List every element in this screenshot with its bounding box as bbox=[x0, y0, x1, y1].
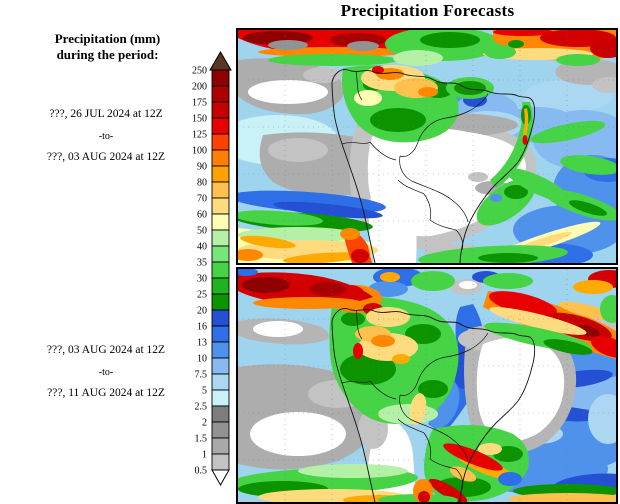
itcz-band-layer bbox=[238, 30, 616, 66]
colorbar-segment bbox=[211, 245, 230, 263]
colorbar-segment bbox=[211, 309, 230, 327]
colorbar-segment bbox=[211, 69, 230, 87]
colorbar-tick-label: 200 bbox=[192, 82, 207, 93]
period-1-end: ???, 03 AUG 2024 at 12Z bbox=[46, 151, 166, 163]
colorbar-tick-label: 60 bbox=[197, 210, 207, 221]
southwest-bands-layer bbox=[238, 464, 616, 502]
colorbar-tick-label: 35 bbox=[197, 258, 207, 269]
period-2-end: ???, 11 AUG 2024 at 12Z bbox=[47, 387, 165, 399]
forecast-map-period1 bbox=[236, 28, 618, 265]
coastline-layer bbox=[331, 69, 536, 263]
period-2-label: ???, 03 AUG 2024 at 12Z -to- ???, 11 AUG… bbox=[0, 344, 212, 399]
colorbar-below-min-arrow bbox=[211, 469, 230, 487]
colorbar-svg: 2502001751501251009080706050403530252016… bbox=[192, 51, 232, 487]
colorbar-tick-label: 250 bbox=[192, 66, 207, 77]
colorbar-segment bbox=[211, 85, 230, 103]
colorbar-segment bbox=[211, 357, 230, 375]
colorbar-tick-label: 40 bbox=[197, 242, 207, 253]
colorbar-segment bbox=[211, 101, 230, 119]
south-brazil-rain-layer bbox=[423, 425, 529, 502]
east-coast-rain-layer bbox=[476, 102, 536, 226]
colorbar-tick-label: 1 bbox=[202, 450, 207, 461]
colorbar-segment bbox=[211, 293, 230, 311]
colorbar-tick-label: 175 bbox=[192, 98, 207, 109]
coastline-layer bbox=[331, 308, 536, 502]
colorbar-segment bbox=[211, 261, 230, 279]
colorbar-segment bbox=[211, 373, 230, 391]
colorbar-legend: 250 200 175 150 125 100 90 80 70 60 50 40 35 30 25 20 16… bbox=[170, 50, 234, 490]
colorbar-tick-label: 30 bbox=[197, 274, 207, 285]
atlantic-streaks-layer bbox=[418, 120, 616, 263]
period-2-start: ???, 03 AUG 2024 at 12Z bbox=[46, 344, 166, 356]
colorbar-segment bbox=[211, 133, 230, 151]
colorbar-segment bbox=[211, 165, 230, 183]
colorbar-segment bbox=[211, 421, 230, 439]
gridlines-layer bbox=[238, 30, 616, 263]
colorbar-tick-label: 25 bbox=[197, 290, 207, 301]
colorbar-segment bbox=[211, 437, 230, 455]
page-title: Precipitation Forecasts bbox=[340, 1, 515, 20]
colorbar-tick-label: 13 bbox=[197, 338, 207, 349]
sidebar-heading: Precipitation (mm) during the period: bbox=[10, 31, 205, 64]
northwest-rain-layer bbox=[342, 65, 494, 143]
colorbar-segment bbox=[211, 229, 230, 247]
colorbar-segment bbox=[211, 213, 230, 231]
colorbar-tick-label: 125 bbox=[192, 130, 207, 141]
colorbar-segment bbox=[211, 117, 230, 135]
colorbar-tick-label: 0.5 bbox=[195, 466, 208, 477]
period-1-label: ???, 26 JUL 2024 at 12Z -to- ???, 03 AUG… bbox=[0, 108, 212, 163]
forecast-map-period2-svg bbox=[238, 269, 616, 502]
colorbar-tick-label: 100 bbox=[192, 146, 207, 157]
colorbar-tick-label: 7.5 bbox=[195, 370, 208, 381]
colorbar-segment bbox=[211, 405, 230, 423]
colorbar-tick-label: 90 bbox=[197, 162, 207, 173]
colorbar-above-max-arrow bbox=[209, 51, 232, 71]
colorbar-tick-label: 5 bbox=[202, 386, 207, 397]
colorbar-tick-label: 10 bbox=[197, 354, 207, 365]
colorbar-segment bbox=[211, 389, 230, 407]
forecast-map-period1-svg bbox=[238, 30, 616, 263]
colorbar-segment bbox=[211, 149, 230, 167]
period-2-separator: -to- bbox=[98, 367, 114, 378]
colorbar-tick-label: 2.5 bbox=[195, 402, 208, 413]
colorbar-tick-label: 80 bbox=[197, 178, 207, 189]
colorbar-tick-label: 16 bbox=[197, 322, 207, 333]
colorbar-tick-label: 1.5 bbox=[195, 434, 208, 445]
colorbar-segment bbox=[211, 181, 230, 199]
colorbar-segment bbox=[211, 325, 230, 343]
sidebar-heading-line1: Precipitation (mm) bbox=[54, 31, 161, 46]
gridlines-layer bbox=[238, 269, 616, 502]
colorbar-segment bbox=[211, 453, 230, 471]
colorbar-tick-label: 70 bbox=[197, 194, 207, 205]
colorbar-segment bbox=[211, 197, 230, 215]
forecast-map-period2 bbox=[236, 267, 618, 504]
colorbar-segment bbox=[211, 341, 230, 359]
sidebar-heading-line2: during the period: bbox=[56, 47, 159, 63]
period-1-start: ???, 26 JUL 2024 at 12Z bbox=[49, 108, 163, 120]
colorbar-tick-label: 20 bbox=[197, 306, 207, 317]
itcz-band-layer bbox=[238, 269, 616, 359]
colorbar-tick-label: 150 bbox=[192, 114, 207, 125]
colorbar-tick-label: 50 bbox=[197, 226, 207, 237]
colorbar-tick-label: 2 bbox=[202, 418, 207, 429]
colorbar-segment bbox=[211, 277, 230, 295]
southwest-bands-layer bbox=[238, 190, 386, 263]
period-1-separator: -to- bbox=[98, 131, 114, 142]
